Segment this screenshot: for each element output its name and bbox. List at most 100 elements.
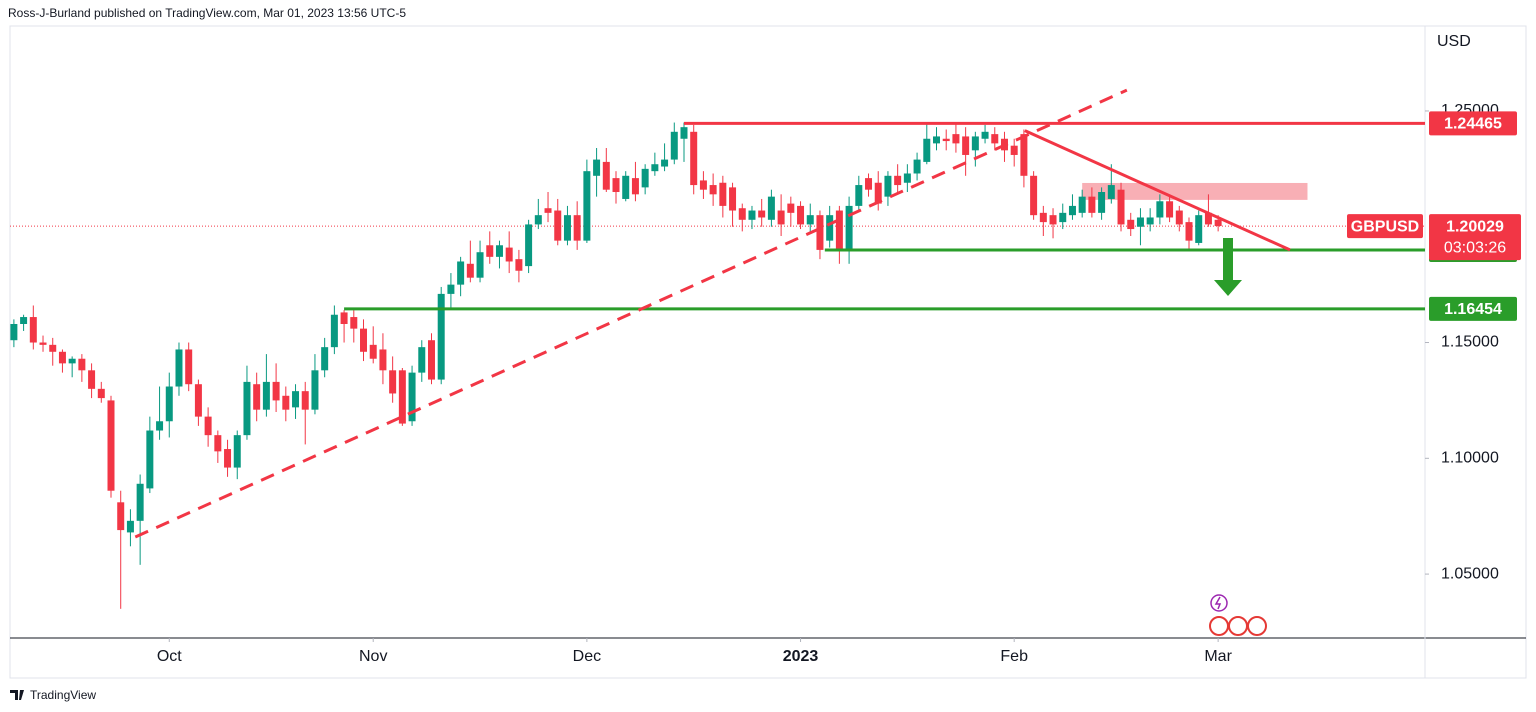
candle-body <box>1136 217 1144 227</box>
candle-body <box>253 384 261 410</box>
trendline <box>1024 129 1291 252</box>
candle-body <box>758 210 766 218</box>
candle-body <box>525 224 533 267</box>
candle-body <box>1117 189 1125 225</box>
candle-body <box>544 208 552 213</box>
level-label-box <box>1429 111 1517 136</box>
event-icon <box>1210 594 1228 612</box>
candle-body <box>185 349 193 385</box>
candle-body <box>777 210 785 225</box>
header: Ross-J-Burland published on TradingView.… <box>8 6 406 20</box>
candle-body <box>233 435 241 468</box>
candle-body <box>855 185 863 206</box>
candle-body <box>214 435 222 452</box>
candle-body <box>602 161 610 190</box>
candle-body <box>49 344 57 352</box>
frame <box>9 25 1527 679</box>
candle-body <box>360 328 368 352</box>
candle-body <box>894 175 902 186</box>
candle-body <box>690 131 698 186</box>
candle-body <box>1088 196 1096 213</box>
candle-body <box>515 259 523 271</box>
candle-body <box>136 483 144 521</box>
candle-body <box>1049 215 1057 225</box>
level-label: 1.16454 <box>1444 301 1502 318</box>
candle-body <box>1204 212 1212 225</box>
candle-body <box>126 520 134 533</box>
candle-body <box>933 136 940 144</box>
candle-body <box>1214 219 1222 227</box>
candle-body <box>272 381 280 401</box>
candle-body <box>845 205 853 250</box>
candle-body <box>292 391 300 408</box>
candle-body <box>117 502 125 531</box>
x-tick-label: Feb <box>1000 648 1028 665</box>
candle-body <box>505 247 513 262</box>
candle-body <box>738 208 746 220</box>
candle-body <box>923 138 931 162</box>
event-icons <box>1209 594 1267 636</box>
candle-body <box>534 215 542 225</box>
candle-body <box>1127 219 1135 230</box>
candle-body <box>1030 175 1038 216</box>
candle-body <box>437 293 445 380</box>
candle-body <box>398 370 406 424</box>
down-arrow <box>1214 238 1242 296</box>
candle-body <box>641 168 649 188</box>
x-tick-label: Oct <box>157 648 182 665</box>
candle-body <box>1195 215 1203 243</box>
y-tick-label: 1.05000 <box>1441 565 1499 582</box>
candle-body <box>767 196 775 220</box>
candle-body <box>719 182 727 206</box>
level-label: 1.24465 <box>1444 116 1502 133</box>
candle-body <box>457 261 465 285</box>
candle-body <box>962 136 970 155</box>
candle-body <box>224 449 232 468</box>
x-tick-label: 2023 <box>783 648 819 665</box>
candle-body <box>563 215 571 241</box>
candle-body <box>670 131 678 160</box>
candle-body <box>835 210 843 250</box>
candle-body <box>865 178 873 190</box>
candle-body <box>903 173 911 183</box>
candle-body <box>748 210 756 220</box>
candle-body <box>1185 222 1193 241</box>
candle-body <box>583 171 591 241</box>
event-icon <box>1247 616 1267 636</box>
candle-body <box>826 215 834 241</box>
arrow-shaft <box>1223 238 1233 282</box>
x-tick-label: Mar <box>1204 648 1232 665</box>
candle-body <box>1068 205 1076 216</box>
candle-body <box>68 358 76 364</box>
candle-body <box>1146 217 1154 225</box>
candle-body <box>1166 201 1174 218</box>
candle-body <box>1039 212 1047 223</box>
candle-body <box>1020 134 1028 176</box>
candle-body <box>427 340 435 380</box>
candle-body <box>631 178 639 195</box>
candle-body <box>466 263 474 278</box>
candle-body <box>884 175 892 197</box>
candle-body <box>194 384 202 417</box>
candle-body <box>991 134 999 144</box>
y-tick-label: 1.10000 <box>1441 450 1499 467</box>
event-bolt <box>1214 596 1222 610</box>
candle-body <box>942 138 950 142</box>
event-icon <box>1228 616 1248 636</box>
candle-body <box>146 430 154 489</box>
candle-body <box>20 317 28 324</box>
candle-body <box>39 342 47 345</box>
candle-body <box>1078 196 1086 213</box>
candle-body <box>787 203 795 213</box>
candle-body <box>573 215 581 241</box>
candle-body <box>806 215 814 225</box>
candle-body <box>981 131 989 139</box>
candle-body <box>321 347 329 371</box>
candle-body <box>78 358 86 371</box>
footer: TradingView <box>30 688 96 702</box>
trendline <box>134 88 1128 539</box>
candle-body <box>709 185 717 195</box>
candle-body <box>1156 201 1164 218</box>
candle-body <box>10 324 18 341</box>
candle-body <box>1175 210 1183 225</box>
